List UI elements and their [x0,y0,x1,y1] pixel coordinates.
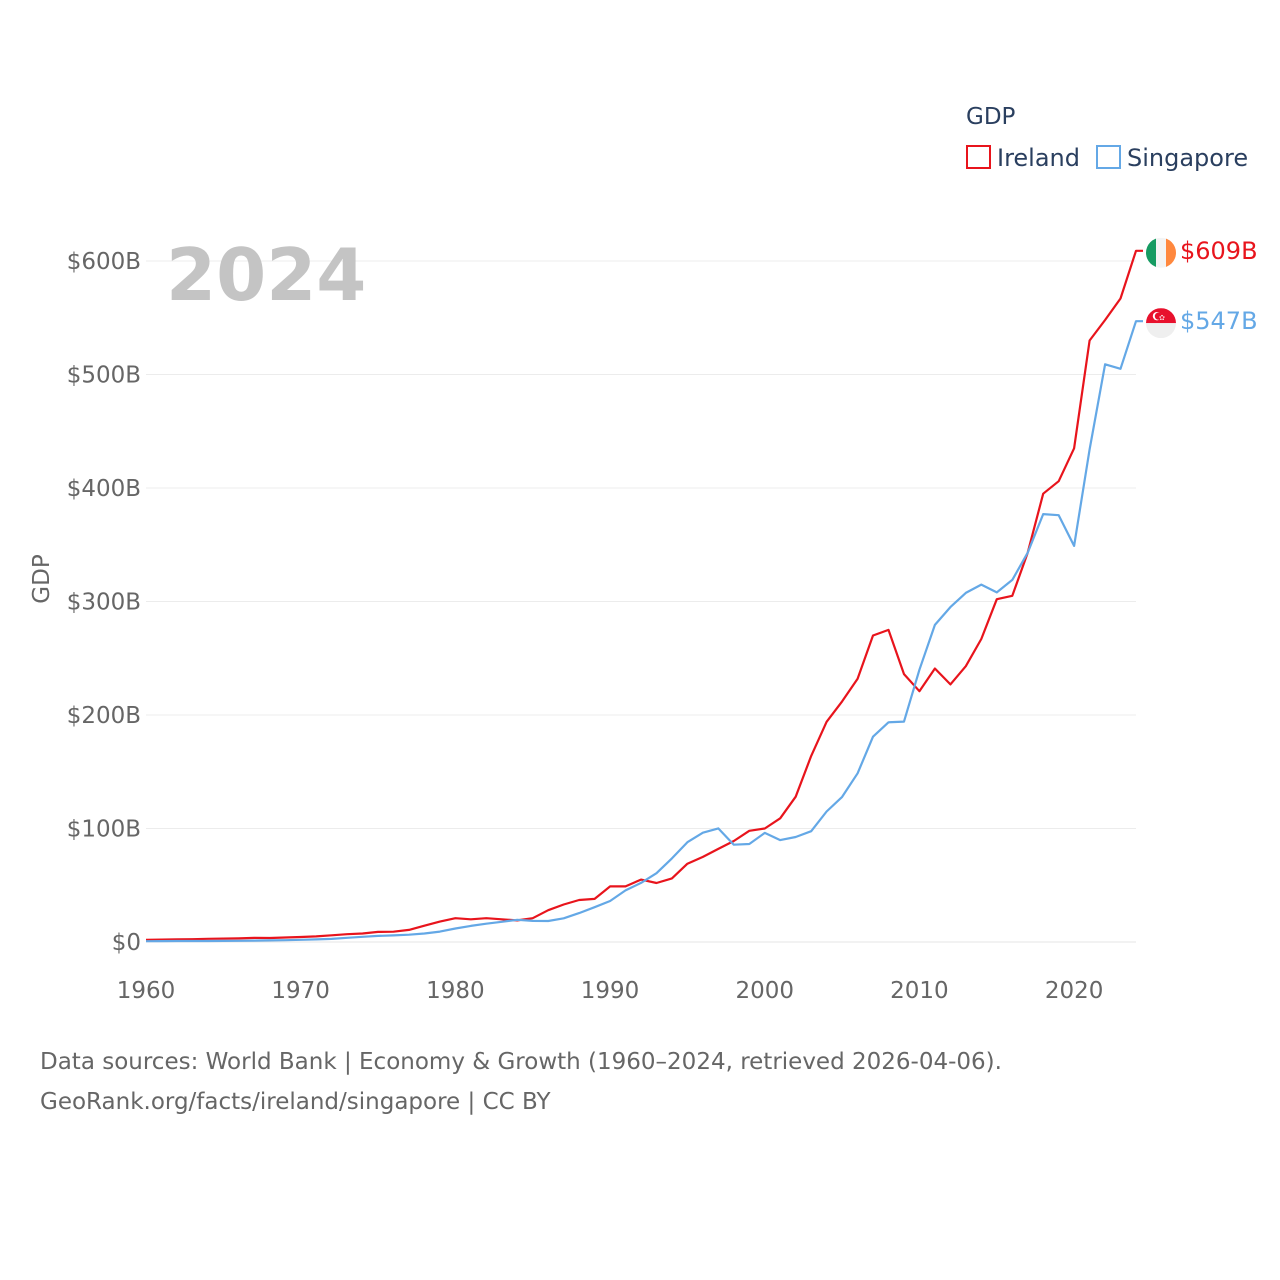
year-label: 2024 [166,233,366,317]
y-tick-label: $200B [67,703,141,729]
singapore-flag-icon [1146,308,1176,339]
legend-item-singapore[interactable]: Singapore [1096,144,1248,172]
source-line-1: Data sources: World Bank | Economy & Gro… [40,1049,1002,1075]
series-line-singapore [145,320,1143,943]
x-tick-label: 2000 [735,978,794,1004]
series-lines [145,249,1143,943]
ireland-flag-icon [1146,237,1176,268]
x-tick-label: 1960 [117,978,176,1004]
legend-swatch-ireland [966,145,991,169]
y-tick-label: $500B [67,363,141,389]
end-markers: $609B $547B [1146,237,1258,339]
x-tick-label: 2010 [890,978,949,1004]
x-tick-label: 1970 [271,978,330,1004]
y-tick-label: $400B [67,476,141,502]
legend: GDP Ireland Singapore [966,104,1248,172]
source-line-2[interactable]: GeoRank.org/facts/ireland/singapore | CC… [40,1089,551,1115]
legend-title: GDP [966,104,1016,130]
legend-label-singapore: Singapore [1127,144,1248,172]
gridlines [146,260,1136,943]
y-axis-title: GDP [29,554,55,604]
y-axis-ticks: $0 $100B $200B $300B $400B $500B $600B [67,249,141,956]
y-tick-label: $100B [67,817,141,843]
x-tick-label: 2020 [1045,978,1104,1004]
legend-label-ireland: Ireland [997,144,1080,172]
y-tick-label: $600B [67,249,141,275]
series-line-ireland [145,249,1143,941]
end-value-label-singapore: $547B [1180,307,1258,335]
y-tick-label: $300B [67,590,141,616]
y-tick-label: $0 [112,930,141,956]
x-tick-label: 1980 [426,978,485,1004]
x-axis-ticks: 1960 1970 1980 1990 2000 2010 2020 [117,978,1104,1004]
legend-item-ireland[interactable]: Ireland [966,144,1080,172]
source-note: Data sources: World Bank | Economy & Gro… [40,1042,1240,1122]
x-tick-label: 1990 [581,978,640,1004]
legend-swatch-singapore [1096,145,1121,169]
end-value-label-ireland: $609B [1180,237,1258,265]
